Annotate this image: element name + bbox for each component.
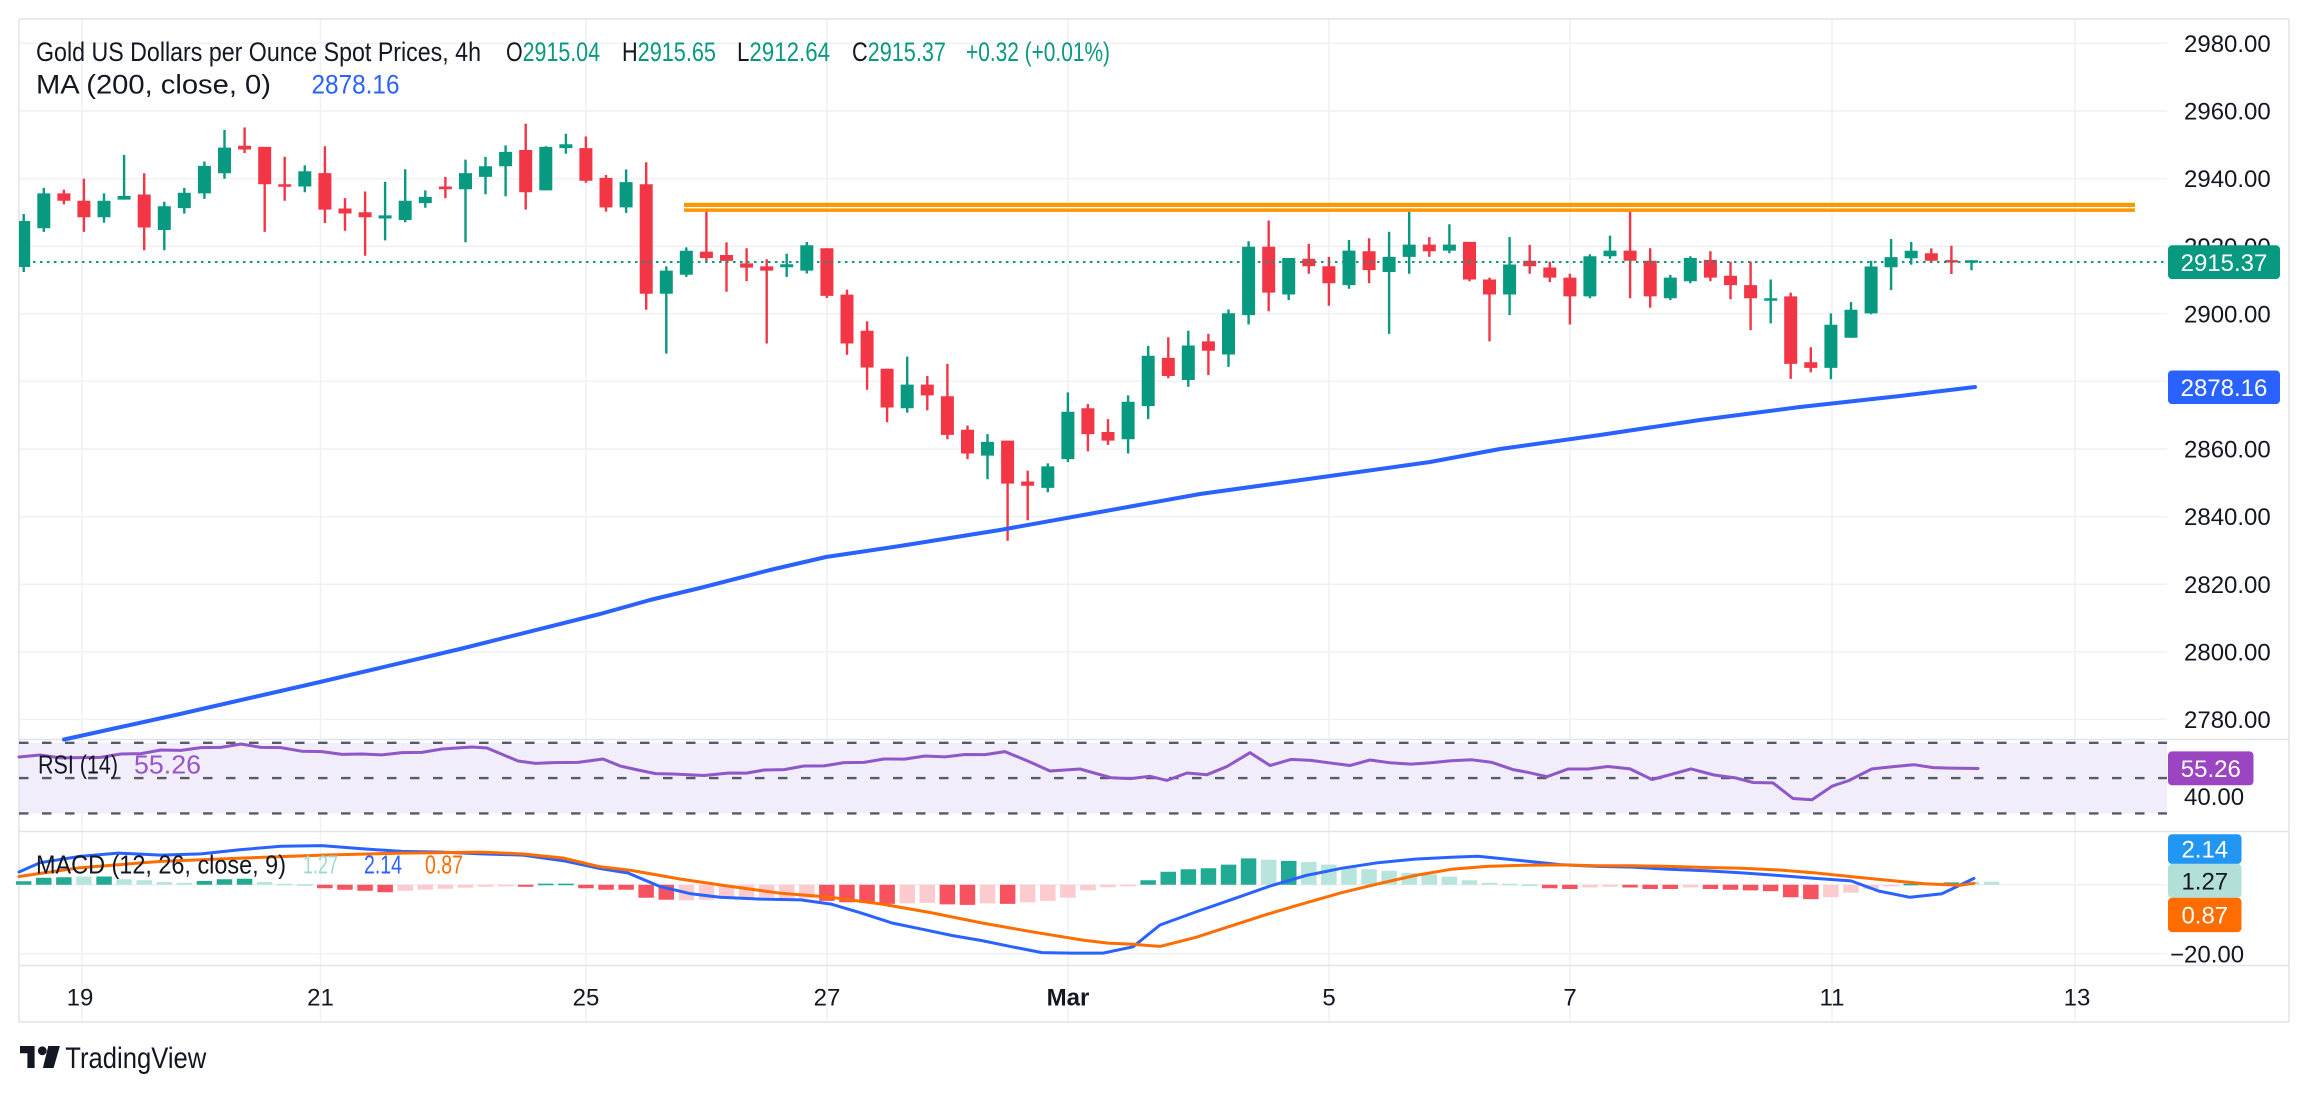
svg-text:MA (200, close, 0): MA (200, close, 0) [36,70,271,100]
svg-text:7: 7 [1563,985,1576,1012]
svg-text:C2915.37: C2915.37 [852,37,946,67]
svg-text:55.26: 55.26 [134,750,201,780]
svg-text:0.87: 0.87 [425,850,463,880]
svg-text:+0.32 (+0.01%): +0.32 (+0.01%) [966,37,1110,67]
svg-text:2878.16: 2878.16 [312,70,400,100]
svg-text:25: 25 [573,985,600,1012]
svg-text:2.14: 2.14 [2181,837,2228,864]
svg-text:2878.16: 2878.16 [2181,375,2268,402]
svg-text:2820.00: 2820.00 [2184,572,2271,599]
svg-text:Gold US Dollars per Ounce Spot: Gold US Dollars per Ounce Spot Prices, 4… [36,37,481,67]
svg-text:2800.00: 2800.00 [2184,639,2271,666]
svg-text:2.14: 2.14 [364,850,402,880]
svg-text:1.27: 1.27 [2181,869,2228,896]
svg-text:27: 27 [814,985,841,1012]
svg-text:19: 19 [67,985,94,1012]
svg-text:2780.00: 2780.00 [2184,707,2271,734]
svg-text:2960.00: 2960.00 [2184,99,2271,126]
svg-text:2860.00: 2860.00 [2184,437,2271,464]
svg-text:0.87: 0.87 [2181,903,2228,930]
svg-text:H2915.65: H2915.65 [622,37,716,67]
svg-text:2840.00: 2840.00 [2184,504,2271,531]
svg-text:Mar: Mar [1047,985,1090,1012]
svg-text:MACD (12, 26, close, 9): MACD (12, 26, close, 9) [36,850,286,880]
svg-text:21: 21 [307,985,334,1012]
svg-text:2915.37: 2915.37 [2181,250,2268,277]
svg-text:L2912.64: L2912.64 [737,37,830,67]
svg-text:2980.00: 2980.00 [2184,31,2271,58]
svg-text:13: 13 [2064,985,2091,1012]
svg-text:O2915.04: O2915.04 [506,37,600,67]
svg-text:2940.00: 2940.00 [2184,166,2271,193]
svg-text:55.26: 55.26 [2181,756,2241,783]
svg-text:11: 11 [1820,985,1845,1012]
svg-text:−20.00: −20.00 [2170,941,2244,968]
svg-text:TradingView: TradingView [65,1042,206,1075]
svg-text:5: 5 [1322,985,1335,1012]
svg-text:1.27: 1.27 [303,850,338,880]
svg-text:40.00: 40.00 [2184,784,2244,811]
svg-text:2900.00: 2900.00 [2184,301,2271,328]
svg-text:RSI (14): RSI (14) [38,750,118,780]
